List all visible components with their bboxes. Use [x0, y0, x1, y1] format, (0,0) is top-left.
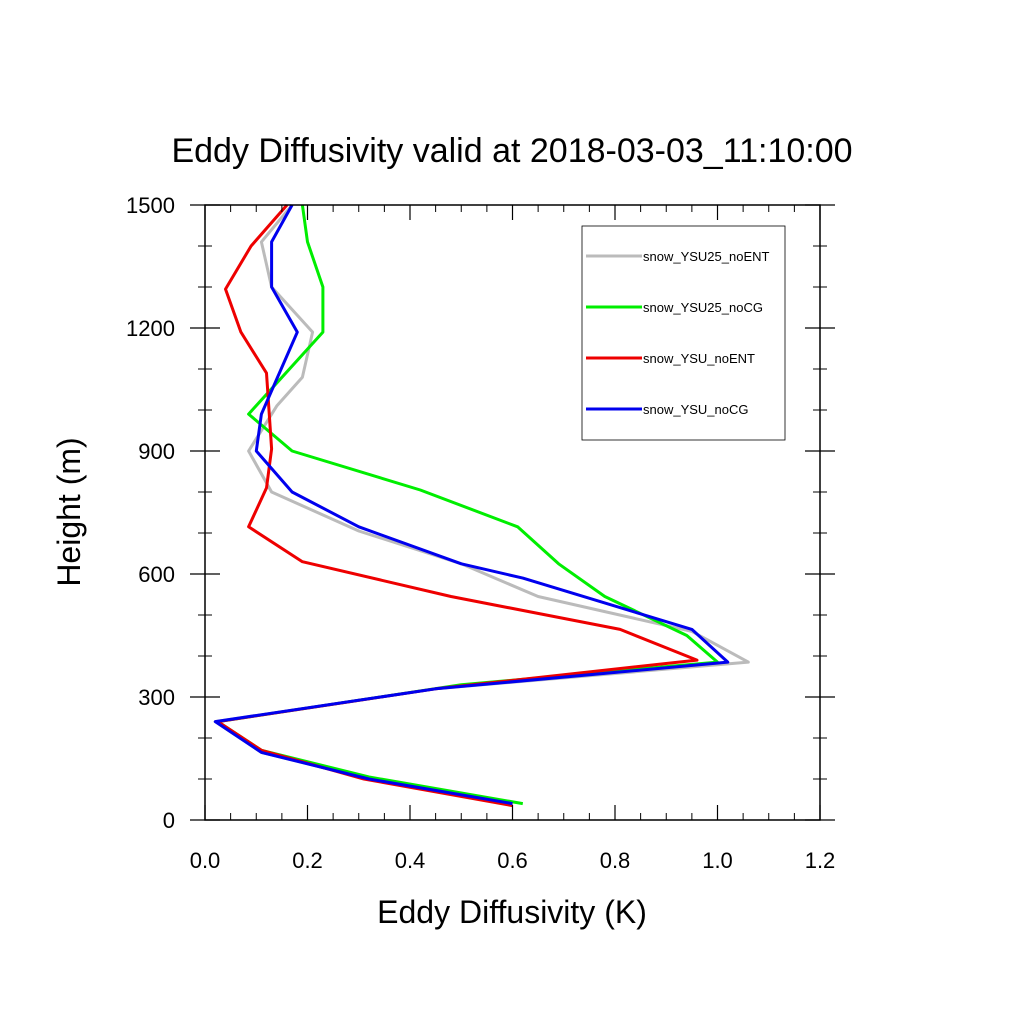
x-tick-label: 1.2 — [805, 848, 836, 873]
x-tick-label: 0.8 — [600, 848, 631, 873]
chart-title: Eddy Diffusivity valid at 2018-03-03_11:… — [171, 132, 852, 170]
legend-box — [581, 225, 786, 441]
legend-label: snow_YSU_noENT — [643, 351, 755, 366]
y-tick-label: 300 — [138, 685, 175, 710]
y-tick-label: 600 — [138, 562, 175, 587]
y-tick-label: 900 — [138, 439, 175, 464]
y-tick-label: 1500 — [126, 193, 175, 218]
legend-label: snow_YSU_noCG — [643, 402, 749, 417]
legend: snow_YSU25_noENT snow_YSU25_noCG snow_YSU_… — [581, 225, 786, 441]
x-tick-label: 1.0 — [702, 848, 733, 873]
x-tick-label: 0.4 — [395, 848, 426, 873]
y-tick-label: 0 — [163, 808, 175, 833]
y-tick-label: 1200 — [126, 316, 175, 341]
x-tick-label: 0.0 — [190, 848, 221, 873]
series-line-3 — [216, 204, 699, 808]
legend-label: snow_YSU25_noCG — [643, 300, 763, 315]
x-axis-label: Eddy Diffusivity (K) — [377, 894, 647, 930]
y-axis-label: Height (m) — [51, 437, 87, 586]
x-tick-label: 0.6 — [497, 848, 528, 873]
axis-ticks: 0.0 0.2 0.4 0.6 0.8 1.0 1.2 0 300 600 900 1200 1500 — [126, 193, 835, 873]
x-tick-label: 0.2 — [292, 848, 323, 873]
series-line-4 — [213, 204, 730, 806]
series-lines — [213, 204, 750, 808]
legend-label: snow_YSU25_noENT — [643, 249, 770, 264]
